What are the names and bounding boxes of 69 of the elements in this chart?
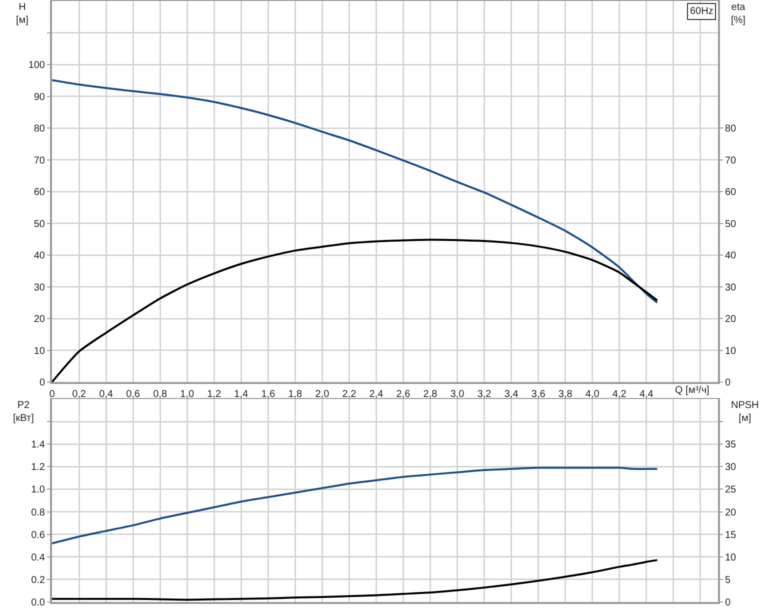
y-tick-label: 0.6 [31, 530, 46, 541]
x-tick-label: 3,8 [558, 389, 573, 400]
y-tick-label: 10 [34, 346, 46, 357]
y2-tick-label: 20 [725, 507, 737, 518]
y-tick-label: 0.2 [31, 574, 46, 586]
y-tick-label: 60 [34, 187, 46, 198]
x-tick-label: 3,0 [450, 389, 465, 400]
y2-tick-label: 80 [725, 124, 737, 134]
y2-tick-label: 10 [725, 552, 737, 564]
y-axis-title: H [м] [16, 2, 29, 26]
y-tick-label: 40 [34, 250, 46, 262]
y2-tick-label: 25 [725, 484, 737, 496]
x-tick-label: 1,2 [207, 389, 222, 400]
x-axis-title: Q [м³/ч] [675, 385, 710, 396]
x-tick-label: 3,4 [504, 389, 519, 400]
y-tick-label: 70 [34, 155, 46, 166]
y-tick-label: 0.8 [31, 507, 46, 518]
line-series [52, 466, 658, 544]
x-tick-label: 1,0 [180, 389, 194, 400]
x-tick-label: 0,4 [99, 389, 114, 400]
y-tick-label: 1.0 [31, 484, 46, 496]
y2-tick-label: 0 [725, 598, 731, 608]
x-tick-label: 1,4 [234, 389, 249, 400]
line-series [52, 79, 658, 304]
x-tick-label: 2,4 [369, 389, 384, 400]
y2-tick-label: 35 [725, 440, 737, 451]
x-tick-label: 4,0 [585, 389, 600, 400]
x-tick-label: 4,2 [612, 389, 627, 400]
y-tick-label: 80 [34, 124, 46, 134]
y2-axis-title: eta [%] [731, 2, 746, 26]
y2-axis-title: NPSH [м] [731, 400, 759, 424]
y2-tick-label: 0 [725, 378, 731, 388]
x-tick-label: 1,8 [288, 389, 303, 400]
x-tick-label: 0,2 [72, 389, 86, 400]
y2-tick-label: 40 [725, 250, 737, 262]
x-tick-label: 0,8 [153, 389, 168, 400]
y-tick-label: 90 [34, 92, 46, 103]
x-tick-label: 0 [49, 389, 56, 400]
y2-tick-label: 10 [725, 346, 737, 357]
y-tick-label: 0.0 [31, 598, 46, 608]
annotation: 60Hz [690, 6, 714, 17]
y-tick-label: 100 [28, 60, 46, 71]
y2-tick-label: 15 [725, 530, 737, 541]
y2-tick-label: 60 [725, 187, 737, 198]
y-tick-label: 1.4 [31, 440, 46, 451]
x-tick-label: 3,2 [477, 389, 492, 400]
y-axis-title: P2 [кВт] [13, 400, 34, 424]
y-tick-label: 50 [34, 218, 46, 230]
y-tick-label: 1.2 [31, 462, 46, 474]
y2-tick-label: 30 [725, 282, 737, 294]
x-tick-label: 0,6 [126, 389, 140, 400]
y2-tick-label: 70 [725, 155, 737, 166]
y2-tick-label: 20 [725, 314, 737, 325]
y2-tick-label: 30 [725, 462, 737, 474]
x-tick-label: 2,8 [423, 389, 438, 400]
x-tick-label: 1,6 [261, 389, 276, 400]
x-tick-label: 4,4 [639, 389, 654, 400]
y2-tick-label: 50 [725, 218, 737, 230]
x-tick-label: 3,6 [531, 389, 546, 400]
x-tick-label: 2,6 [396, 389, 411, 400]
line-series [52, 238, 658, 382]
line-series [52, 559, 658, 601]
x-tick-label: 2,0 [315, 389, 330, 400]
y-tick-label: 0 [39, 378, 46, 388]
x-tick-label: 2,2 [342, 389, 357, 400]
y-tick-label: 30 [34, 282, 46, 294]
y-tick-label: 20 [34, 314, 46, 325]
y-tick-label: 0.4 [31, 552, 46, 564]
y2-tick-label: 5 [725, 574, 731, 586]
